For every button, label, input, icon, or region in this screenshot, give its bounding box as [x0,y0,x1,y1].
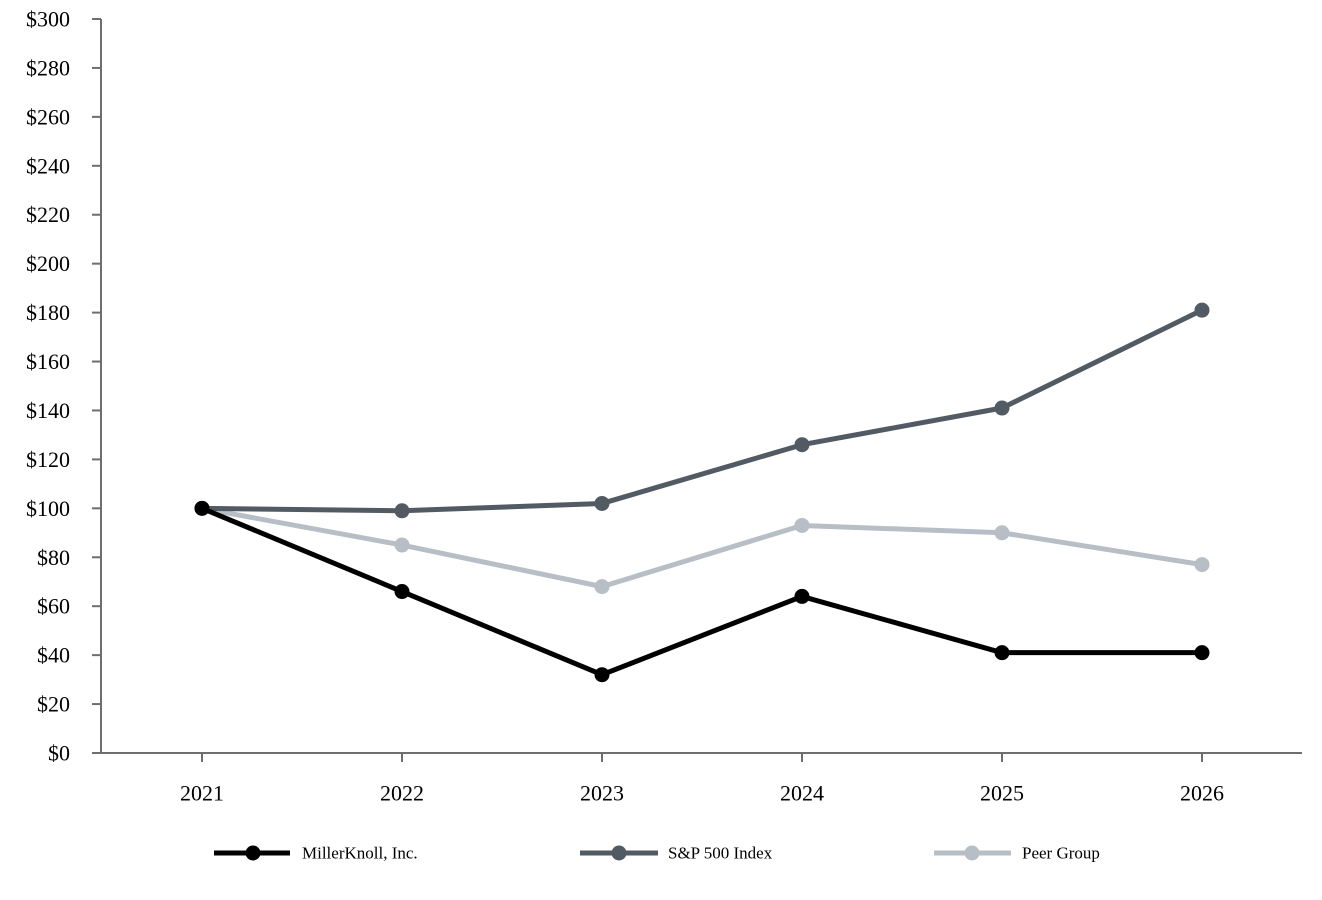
y-tick-label: $40 [37,643,70,668]
y-tick-label: $20 [37,692,70,717]
y-tick-label: $240 [26,153,70,178]
y-tick-label: $0 [48,741,70,766]
data-point-sp500 [1194,302,1210,318]
series-sp500 [194,302,1210,519]
legend: MillerKnoll, Inc. S&P 500 Index Peer Group [214,844,1100,863]
y-axis-ticks: $0 $20 $40 $60 $80 $100 $120 $140 $160 $180 $200 $2… [26,7,101,766]
y-tick-label: $80 [37,545,70,570]
series-line-peer [199,505,1205,590]
legend-item-sp500: S&P 500 Index [580,844,773,863]
data-point-sp500 [994,400,1010,416]
y-tick-label: $120 [26,447,70,472]
x-tick-label: 2022 [380,781,424,806]
data-point-sp500 [594,495,610,511]
x-tick-label: 2024 [780,781,824,806]
legend-marker-swatch [964,845,980,861]
data-point-peer [994,525,1010,541]
series-millerknoll [194,500,1210,683]
y-tick-label: $180 [26,300,70,325]
series-peer [194,500,1210,595]
y-tick-label: $140 [26,398,70,423]
data-point-peer [1194,557,1210,573]
data-point-peer [794,517,810,533]
series-layer [194,302,1210,683]
data-point-peer [594,579,610,595]
y-tick-label: $260 [26,104,70,129]
legend-label: S&P 500 Index [668,844,773,863]
legend-item-millerknoll: MillerKnoll, Inc. [214,844,418,863]
y-tick-label: $100 [26,496,70,521]
data-point-millerknoll [994,645,1010,661]
x-tick-label: 2026 [1180,781,1224,806]
data-point-sp500 [794,437,810,453]
legend-item-peer: Peer Group [934,844,1100,863]
x-tick-label: 2023 [580,781,624,806]
series-line-sp500 [199,307,1205,514]
data-point-sp500 [394,503,410,519]
data-point-millerknoll [594,667,610,683]
legend-marker-swatch [611,845,627,861]
data-point-millerknoll [1194,645,1210,661]
y-tick-label: $60 [37,594,70,619]
data-point-millerknoll [194,500,210,516]
y-tick-label: $220 [26,202,70,227]
legend-marker-swatch [245,845,261,861]
x-tick-label: 2021 [180,781,224,806]
axes [100,19,1302,754]
y-tick-label: $300 [26,7,70,32]
x-tick-label: 2025 [980,781,1024,806]
legend-label: Peer Group [1022,844,1100,863]
series-line-millerknoll [199,505,1205,678]
legend-label: MillerKnoll, Inc. [302,844,418,863]
data-point-millerknoll [394,584,410,600]
data-point-millerknoll [794,588,810,604]
y-tick-label: $200 [26,251,70,276]
y-tick-label: $280 [26,55,70,80]
y-tick-label: $160 [26,349,70,374]
x-axis-ticks: 2021 2022 2023 2024 2025 2026 [180,753,1224,806]
data-point-peer [394,537,410,553]
